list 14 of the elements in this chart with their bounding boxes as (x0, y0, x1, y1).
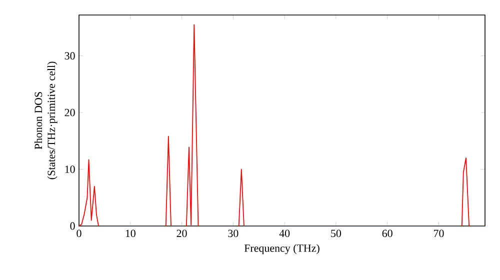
y-tick-label: 30 (64, 52, 75, 60)
x-tick-label: 40 (279, 230, 290, 238)
y-tick-label: 0 (70, 222, 75, 230)
x-tick-label: 0 (76, 230, 82, 238)
y-tick-label: 20 (64, 108, 75, 116)
x-tick-label: 10 (126, 230, 136, 238)
x-tick-label: 70 (434, 230, 444, 238)
x-tick-label: 50 (331, 230, 342, 238)
x-tick-label: 30 (228, 230, 238, 238)
y-tick-label: 10 (65, 166, 75, 173)
x-tick-label: 60 (382, 230, 392, 238)
y-axis-title: Phonon DOS (States/THz·primitive cell) (34, 62, 58, 180)
x-tick-label: 20 (176, 230, 187, 238)
x-axis-title: Frequency (THz) (244, 244, 320, 254)
